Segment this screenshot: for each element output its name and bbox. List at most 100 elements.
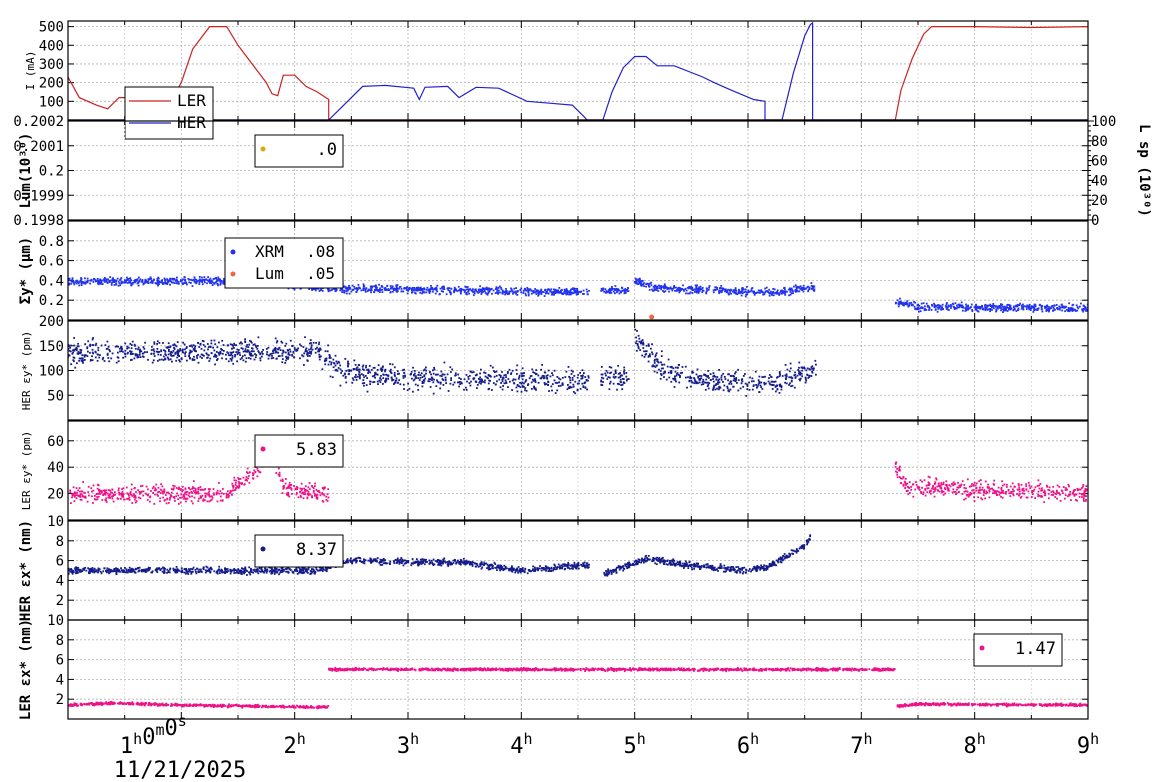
data-point — [1021, 484, 1023, 486]
data-point — [1061, 304, 1063, 306]
data-point — [185, 491, 187, 493]
data-point — [396, 288, 398, 290]
data-point — [464, 290, 466, 292]
data-point — [318, 343, 320, 345]
data-point — [180, 494, 182, 496]
data-point — [436, 285, 438, 287]
data-point — [232, 355, 234, 357]
data-point — [290, 487, 292, 489]
data-point — [415, 376, 417, 378]
data-point — [798, 286, 800, 288]
data-point — [101, 281, 103, 283]
data-point — [519, 382, 521, 384]
data-point — [995, 308, 997, 310]
data-point — [417, 385, 419, 387]
data-point — [655, 285, 657, 287]
data-point — [524, 288, 526, 290]
data-point — [208, 280, 210, 282]
data-point — [272, 350, 274, 352]
data-point — [953, 303, 955, 305]
data-point — [602, 378, 604, 380]
data-point — [707, 370, 709, 372]
data-point — [509, 381, 511, 383]
data-point — [450, 291, 452, 293]
data-point — [106, 278, 108, 280]
data-point — [488, 388, 490, 390]
data-point — [924, 305, 926, 307]
data-point — [611, 288, 613, 290]
data-point — [244, 483, 246, 485]
data-point — [139, 354, 141, 356]
data-point — [319, 356, 321, 358]
data-point — [117, 278, 119, 280]
data-point — [384, 369, 386, 371]
data-point — [99, 279, 101, 281]
data-point — [332, 376, 334, 378]
data-point — [547, 374, 549, 376]
data-point — [268, 354, 270, 356]
data-point — [800, 378, 802, 380]
data-point — [184, 353, 186, 355]
data-point — [119, 279, 121, 281]
data-point — [475, 381, 477, 383]
y-tick-label: 60 — [47, 434, 64, 450]
data-point — [764, 376, 766, 378]
data-point — [494, 376, 496, 378]
data-point — [286, 493, 288, 495]
data-point — [513, 288, 515, 290]
data-point — [707, 382, 709, 384]
data-point — [249, 354, 251, 356]
data-point — [94, 495, 96, 497]
data-point — [1084, 306, 1086, 308]
data-point — [971, 483, 973, 485]
data-point — [1002, 311, 1004, 313]
data-point — [609, 383, 611, 385]
data-point — [194, 347, 196, 349]
data-point — [620, 375, 622, 377]
data-point — [634, 329, 636, 331]
data-point — [93, 281, 95, 283]
data-point — [149, 501, 151, 503]
data-point — [615, 376, 617, 378]
data-point — [429, 372, 431, 374]
data-point — [142, 495, 144, 497]
data-point — [792, 292, 794, 294]
data-point — [172, 352, 174, 354]
data-point — [164, 278, 166, 280]
data-point — [967, 308, 969, 310]
data-point — [648, 361, 650, 363]
data-point — [220, 490, 222, 492]
data-point — [353, 379, 355, 381]
data-point — [196, 282, 198, 284]
data-point — [176, 279, 178, 281]
data-point — [505, 288, 507, 290]
data-point — [247, 346, 249, 348]
data-point — [89, 344, 91, 346]
data-point — [413, 374, 415, 376]
data-point — [172, 278, 174, 280]
data-point — [970, 306, 972, 308]
data-point — [645, 286, 647, 288]
data-point — [207, 357, 209, 359]
data-point — [126, 279, 128, 281]
data-point — [452, 384, 454, 386]
data-point — [661, 364, 663, 366]
data-point — [540, 377, 542, 379]
data-point — [318, 342, 320, 344]
data-point — [386, 285, 388, 287]
data-point — [537, 375, 539, 377]
data-point — [1001, 308, 1003, 310]
data-point — [315, 342, 317, 344]
data-point — [113, 280, 115, 282]
data-point — [367, 372, 369, 374]
data-point — [381, 285, 383, 287]
data-point — [359, 374, 361, 376]
data-point — [518, 378, 520, 380]
data-point — [1035, 306, 1037, 308]
data-point — [423, 292, 425, 294]
data-point — [107, 357, 109, 359]
data-point — [972, 310, 974, 312]
data-point — [687, 293, 689, 295]
data-point — [374, 381, 376, 383]
data-point — [108, 346, 110, 348]
